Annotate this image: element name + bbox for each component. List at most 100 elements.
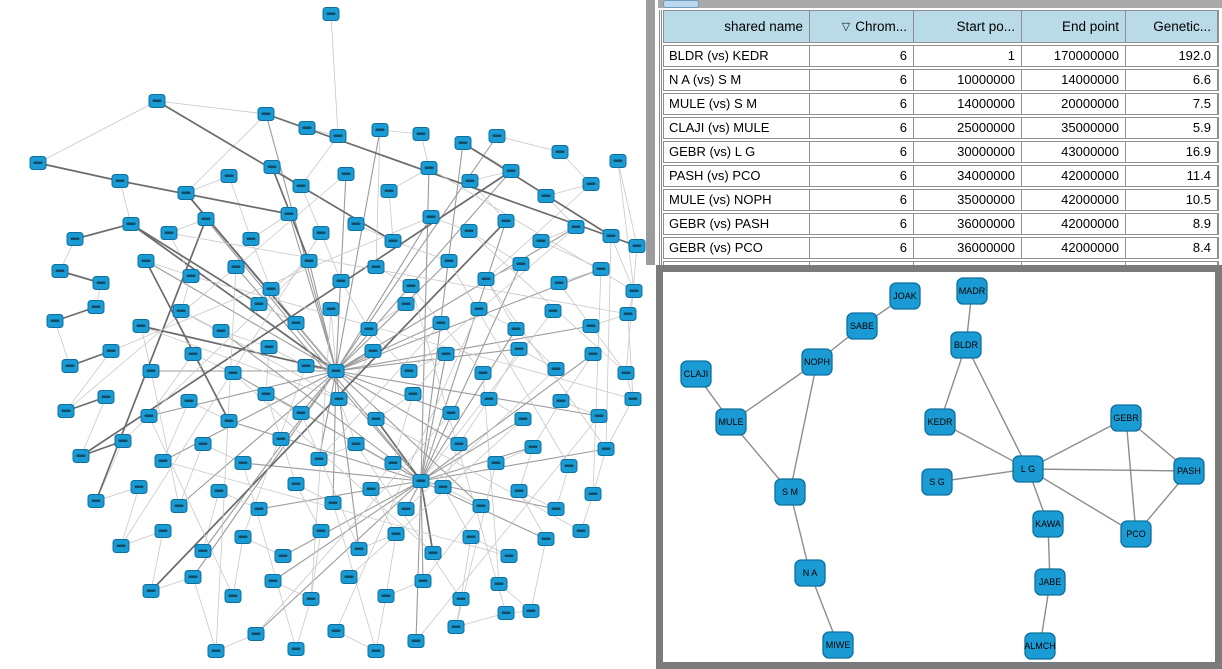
table-cell[interactable]: 36000000 xyxy=(914,214,1022,234)
sub-node-joak[interactable] xyxy=(889,282,921,310)
table-cell[interactable]: 36000000 xyxy=(914,238,1022,258)
table-cell[interactable]: 34000000 xyxy=(914,166,1022,186)
table-cell[interactable]: 5.9 xyxy=(1126,118,1218,138)
network-edge xyxy=(150,220,507,592)
table-cell[interactable]: GEBR (vs) L G xyxy=(664,142,810,162)
sub-node-kawa[interactable] xyxy=(1032,510,1064,538)
sub-network-canvas[interactable]: JOAK MADR SABE BLDR NOPH CLAJI MULE KEDR GEBR L G… xyxy=(663,272,1215,662)
table-cell[interactable]: PASH (vs) PCO xyxy=(664,166,810,186)
table-horizontal-scrollbar-thumb[interactable] xyxy=(663,0,699,8)
network-edge xyxy=(592,268,602,495)
table-cell[interactable]: GEBR (vs) PCO xyxy=(664,238,810,258)
network-edge xyxy=(388,190,394,242)
table-cell[interactable]: 1 xyxy=(914,46,1022,66)
table-row[interactable]: MULE (vs) NOPH 6 35000000 42000000 10.5 xyxy=(663,189,1219,211)
table-cell[interactable]: 43000000 xyxy=(1022,142,1126,162)
table-cell[interactable]: 6 xyxy=(810,214,914,234)
table-cell[interactable]: 14000000 xyxy=(914,94,1022,114)
table-cell[interactable]: 6 xyxy=(810,70,914,90)
node-label-smudge xyxy=(586,182,596,185)
sub-node-gebr[interactable] xyxy=(1110,404,1142,432)
table-row[interactable]: PASH (vs) PCO 6 34000000 42000000 11.4 xyxy=(663,165,1219,187)
node-label-smudge xyxy=(351,222,361,225)
table-cell[interactable]: 6 xyxy=(810,142,914,162)
column-header-start-po[interactable]: Start po... xyxy=(914,11,1022,42)
table-horizontal-scrollbar[interactable] xyxy=(658,0,1222,8)
table-cell[interactable]: 25000000 xyxy=(914,118,1022,138)
sub-node-miwe[interactable] xyxy=(822,631,854,659)
node-label-smudge xyxy=(364,327,374,330)
node-label-smudge xyxy=(152,99,162,102)
table-cell[interactable]: 6 xyxy=(810,94,914,114)
table-row[interactable]: N A (vs) S M 6 10000000 14000000 6.6 xyxy=(663,69,1219,91)
sub-node-mule[interactable] xyxy=(715,408,747,436)
table-cell[interactable]: N A (vs) S M xyxy=(664,70,810,90)
sub-node-n-a[interactable] xyxy=(794,559,826,587)
sub-network-edge xyxy=(789,361,818,493)
sub-node-l-g[interactable] xyxy=(1012,455,1044,483)
network-edge xyxy=(355,443,462,600)
column-header-shared-name[interactable]: shared name xyxy=(664,11,810,42)
table-cell[interactable]: 11.4 xyxy=(1126,166,1218,186)
table-cell[interactable]: 10.5 xyxy=(1126,190,1218,210)
table-cell[interactable]: 6 xyxy=(810,46,914,66)
main-network-canvas[interactable] xyxy=(0,0,646,669)
table-cell[interactable]: 42000000 xyxy=(1022,238,1126,258)
column-header-chrom[interactable]: ▽ Chrom... xyxy=(810,11,914,42)
table-cell[interactable]: MULE (vs) NOPH xyxy=(664,190,810,210)
sub-node-claji[interactable] xyxy=(680,360,712,388)
table-cell[interactable]: GEBR (vs) PASH xyxy=(664,214,810,234)
table-row[interactable]: BLDR (vs) KEDR 6 1 170000000 192.0 xyxy=(663,45,1219,67)
table-cell[interactable]: 170000000 xyxy=(1022,46,1126,66)
sub-node-almch[interactable] xyxy=(1024,632,1056,660)
sub-node-jabe[interactable] xyxy=(1034,568,1066,596)
sub-node-sabe[interactable] xyxy=(846,312,878,340)
network-edge xyxy=(392,240,450,262)
table-row[interactable]: GEBR (vs) PCO 6 36000000 42000000 8.4 xyxy=(663,237,1219,259)
network-edge xyxy=(335,370,482,507)
table-cell[interactable]: 192.0 xyxy=(1126,46,1218,66)
table-row[interactable]: CLAJI (vs) MULE 6 25000000 35000000 5.9 xyxy=(663,117,1219,139)
sub-node-s-m[interactable] xyxy=(774,478,806,506)
network-edge xyxy=(610,235,635,292)
table-cell[interactable]: 14000000 xyxy=(1022,70,1126,90)
sub-node-madr[interactable] xyxy=(956,277,988,305)
network-edge xyxy=(65,350,112,412)
table-cell[interactable]: MULE (vs) S M xyxy=(664,94,810,114)
table-cell[interactable]: 8.4 xyxy=(1126,238,1218,258)
table-cell[interactable]: 6 xyxy=(810,166,914,186)
node-label-smudge xyxy=(246,237,256,240)
table-cell[interactable]: 6.6 xyxy=(1126,70,1218,90)
column-header-end-point[interactable]: End point xyxy=(1022,11,1126,42)
sub-node-noph[interactable] xyxy=(801,348,833,376)
table-cell[interactable]: 6 xyxy=(810,238,914,258)
table-row[interactable]: MULE (vs) S M 6 14000000 20000000 7.5 xyxy=(663,93,1219,115)
table-cell[interactable]: 16.9 xyxy=(1126,142,1218,162)
table-cell[interactable]: 6 xyxy=(810,118,914,138)
table-cell[interactable]: CLAJI (vs) MULE xyxy=(664,118,810,138)
node-label-smudge xyxy=(264,345,274,348)
sub-node-s-g[interactable] xyxy=(921,468,953,496)
table-cell[interactable]: 42000000 xyxy=(1022,214,1126,234)
table-cell[interactable]: 6 xyxy=(810,190,914,210)
table-cell[interactable]: 20000000 xyxy=(1022,94,1126,114)
table-cell[interactable]: BLDR (vs) KEDR xyxy=(664,46,810,66)
table-cell[interactable]: 7.5 xyxy=(1126,94,1218,114)
table-cell[interactable]: 8.9 xyxy=(1126,214,1218,234)
column-header-genetic[interactable]: Genetic... xyxy=(1126,11,1218,42)
sub-node-kedr[interactable] xyxy=(924,408,956,436)
table-cell[interactable]: 30000000 xyxy=(914,142,1022,162)
network-edge xyxy=(335,135,498,372)
table-cell[interactable]: 10000000 xyxy=(914,70,1022,90)
sub-node-pash[interactable] xyxy=(1173,457,1205,485)
sub-node-pco[interactable] xyxy=(1120,520,1152,548)
table-row[interactable]: GEBR (vs) L G 6 30000000 43000000 16.9 xyxy=(663,141,1219,163)
table-cell[interactable]: 35000000 xyxy=(1022,118,1126,138)
table-row[interactable]: GEBR (vs) PASH 6 36000000 42000000 8.9 xyxy=(663,213,1219,235)
table-cell[interactable]: 35000000 xyxy=(914,190,1022,210)
panel-divider[interactable] xyxy=(646,0,655,265)
node-label-smudge xyxy=(201,217,211,220)
table-cell[interactable]: 42000000 xyxy=(1022,166,1126,186)
table-cell[interactable]: 42000000 xyxy=(1022,190,1126,210)
sub-node-bldr[interactable] xyxy=(950,331,982,359)
